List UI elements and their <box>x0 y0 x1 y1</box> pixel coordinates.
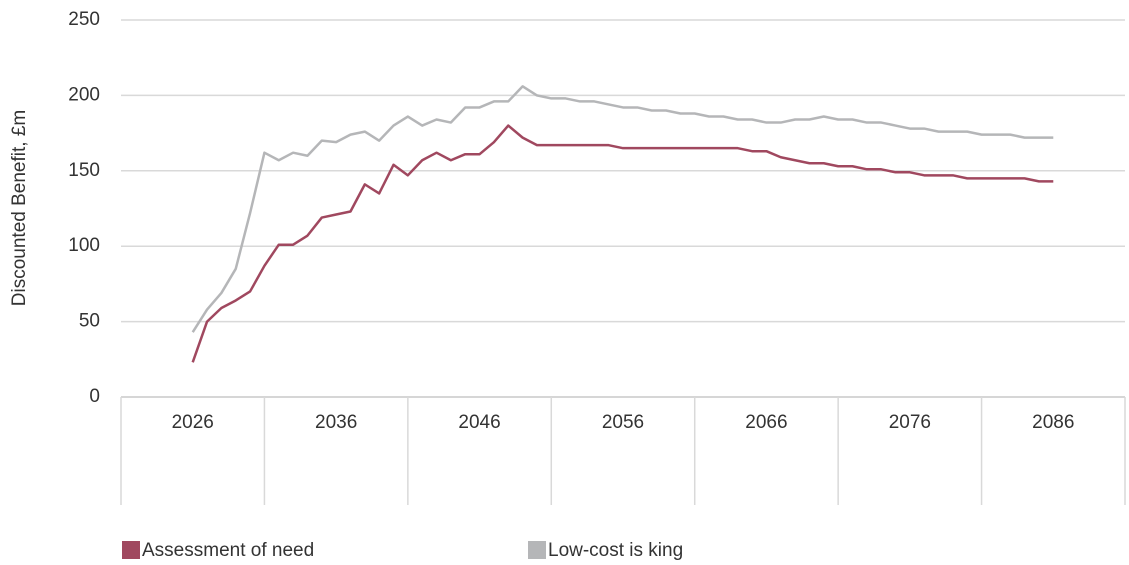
legend-swatch <box>122 541 140 559</box>
y-tick-label: 150 <box>68 160 100 181</box>
legend-label: Low-cost is king <box>548 540 683 561</box>
line-series <box>191 85 1054 333</box>
x-tick-label: 2056 <box>602 412 644 433</box>
y-tick-label: 50 <box>79 311 100 332</box>
y-tick-label: 250 <box>68 9 100 30</box>
y-axis-label: Discounted Benefit, £m <box>9 110 30 306</box>
y-tick-label: 0 <box>89 386 100 407</box>
x-tick-label: 2086 <box>1032 412 1074 433</box>
x-tick-label: 2036 <box>315 412 357 433</box>
x-tick-label: 2046 <box>458 412 500 433</box>
x-tick-label: 2026 <box>172 412 214 433</box>
x-tick-label: 2066 <box>745 412 787 433</box>
legend-label: Assessment of need <box>142 540 314 561</box>
line-series <box>191 124 1054 363</box>
y-tick-label: 200 <box>68 84 100 105</box>
x-tick-label: 2076 <box>889 412 931 433</box>
y-tick-label: 100 <box>68 235 100 256</box>
legend-swatch <box>528 541 546 559</box>
